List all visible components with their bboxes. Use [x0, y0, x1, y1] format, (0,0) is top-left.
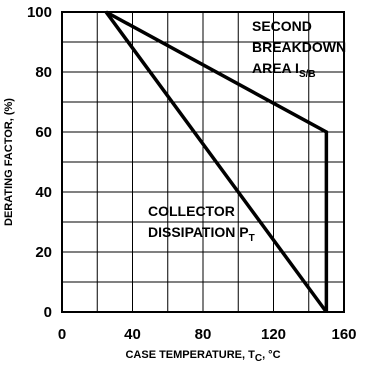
collector-dissipation-line-2-main: DISSIPATION P: [148, 224, 249, 240]
x-axis-title: CASE TEMPERATURE, TC, °C: [125, 349, 280, 364]
x-tick-label: 80: [195, 326, 212, 343]
second-breakdown-line-2: BREAKDOWN: [252, 39, 346, 55]
second-breakdown-line-3: AREA IS/B: [252, 60, 316, 80]
y-tick-label: 100: [27, 4, 52, 21]
second-breakdown-annotation: SECOND BREAKDOWN AREA IS/B: [252, 18, 346, 80]
grid-lines: [61, 11, 345, 313]
x-axis-title-main: CASE TEMPERATURE, T: [125, 349, 255, 361]
second-breakdown-line-3-main: AREA I: [252, 60, 299, 76]
second-breakdown-subscript: S/B: [299, 69, 316, 80]
y-tick-label: 40: [35, 184, 52, 201]
x-tick-label: 40: [124, 326, 141, 343]
second-breakdown-line-1: SECOND: [252, 18, 312, 34]
y-tick-label: 0: [44, 304, 52, 321]
collector-dissipation-subscript: T: [249, 233, 255, 244]
x-axis-title-subscript: C: [255, 353, 262, 364]
y-tick-label: 60: [35, 124, 52, 141]
y-tick-label: 80: [35, 64, 52, 81]
x-tick-label: 160: [331, 326, 356, 343]
series-collector-dissipation-line: [104, 10, 328, 314]
x-axis-title-unit: , °C: [262, 349, 281, 361]
x-tick-label: 120: [261, 326, 286, 343]
series-second-breakdown-line: [105, 10, 329, 312]
x-tick-label: 0: [58, 326, 66, 343]
series-layer: [104, 10, 329, 314]
y-axis-title: DERATING FACTOR, (%): [3, 98, 15, 226]
collector-dissipation-line-2: DISSIPATION PT: [148, 224, 255, 244]
collector-dissipation-annotation: COLLECTOR DISSIPATION PT: [148, 203, 255, 244]
tick-labels: 0 40 80 120 160 0 20 40 60 80 100: [27, 4, 357, 343]
collector-dissipation-line-1: COLLECTOR: [148, 203, 235, 219]
y-tick-label: 20: [35, 244, 52, 261]
plot-frame: [61, 11, 345, 313]
